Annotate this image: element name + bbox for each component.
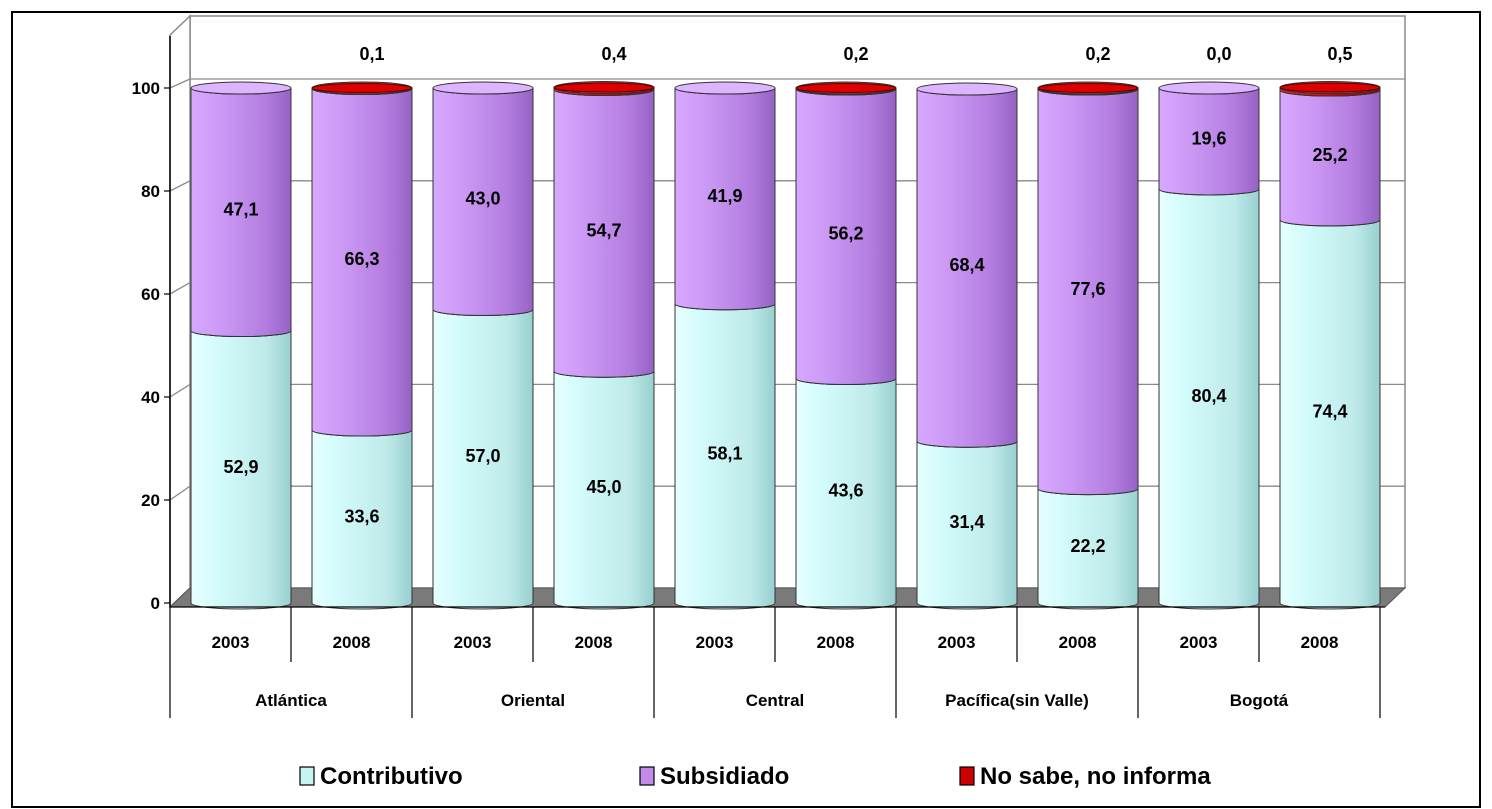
gridline-side <box>169 383 191 398</box>
y-tick-label: 100 <box>132 79 160 98</box>
data-label: 56,2 <box>828 224 863 244</box>
data-label: 74,4 <box>1312 401 1347 421</box>
data-label: 77,6 <box>1070 279 1105 299</box>
gridline-side <box>169 485 191 501</box>
legend-swatch <box>639 766 655 786</box>
bar-stack: 57,0 43,0 <box>432 81 534 610</box>
legend-label: Subsidiado <box>660 763 789 790</box>
bar-top-cap <box>1158 81 1260 95</box>
data-label: 25,2 <box>1312 145 1347 165</box>
gridline-side <box>169 180 191 192</box>
x-tick-label-year: 2003 <box>938 633 976 652</box>
data-label: 43,6 <box>828 481 863 501</box>
y-tick-label: 60 <box>141 285 160 304</box>
x-tick-label-year: 2008 <box>1059 633 1097 652</box>
x-group-label: Bogotá <box>1230 691 1289 710</box>
x-tick-label-year: 2008 <box>817 633 855 652</box>
bar-top-cap <box>916 82 1018 96</box>
data-label: 0,1 <box>359 44 384 64</box>
x-group-label: Oriental <box>501 691 565 710</box>
x-group-label: Atlántica <box>255 691 327 710</box>
bar-stack: 45,0 54,7 0,4 <box>553 44 655 610</box>
data-label: 31,4 <box>949 512 984 532</box>
bar-segment-no-sabe <box>1279 82 1381 93</box>
y-tick-label: 80 <box>141 182 160 201</box>
x-group-label: Pacífica(sin Valle) <box>945 691 1089 710</box>
data-label: 0,0 <box>1206 44 1231 64</box>
bar-stack: 22,2 77,6 0,2 <box>1037 44 1139 610</box>
bar-stack: 52,9 47,1 <box>190 81 292 610</box>
data-label: 0,5 <box>1327 44 1352 64</box>
x-tick-label-year: 2008 <box>1301 633 1339 652</box>
data-label: 19,6 <box>1191 128 1226 148</box>
bar-top-cap <box>432 81 534 95</box>
bar-stack: 74,4 25,2 0,5 <box>1279 44 1381 610</box>
gridline-side <box>169 282 191 295</box>
data-label: 66,3 <box>344 249 379 269</box>
x-tick-label-year: 2003 <box>1180 633 1218 652</box>
bar-segment-no-sabe <box>1037 83 1139 93</box>
y-tick-label: 20 <box>141 491 160 510</box>
legend-swatch <box>299 766 315 786</box>
legend-item: No sabe, no informa <box>959 763 1211 790</box>
data-label: 45,0 <box>586 477 621 497</box>
bar-stack: 43,6 56,2 0,2 <box>795 44 897 610</box>
side-wall <box>169 14 191 609</box>
bar-top-cap <box>190 81 292 95</box>
bar-segment-no-sabe <box>795 83 897 93</box>
data-label: 0,4 <box>601 44 626 64</box>
data-label: 80,4 <box>1191 386 1226 406</box>
x-group-label: Central <box>746 691 805 710</box>
data-label: 54,7 <box>586 220 621 240</box>
x-tick-label-year: 2008 <box>333 633 371 652</box>
legend-item: Subsidiado <box>639 763 789 790</box>
data-label: 0,2 <box>843 44 868 64</box>
legend-swatch <box>959 766 975 786</box>
legend: Contributivo Subsidiado No sabe, no inform… <box>299 763 1211 790</box>
x-tick-label-year: 2003 <box>454 633 492 652</box>
x-axis: 2003 2008 Atlántica 2003 2008 Oriental 2003 200… <box>169 606 1385 718</box>
bar-segment-no-sabe <box>311 83 413 93</box>
y-tick-label: 0 <box>151 594 160 613</box>
data-label: 0,2 <box>1085 44 1110 64</box>
data-label: 57,0 <box>465 446 500 466</box>
bars: 52,9 47,1 33,6 66,3 0,1 57,0 43,0 45,0 54,7 0,4 58… <box>190 44 1381 610</box>
data-label: 33,6 <box>344 506 379 526</box>
y-tick-label: 40 <box>141 388 160 407</box>
legend-label: No sabe, no informa <box>980 763 1211 790</box>
data-label: 41,9 <box>707 186 742 206</box>
x-tick-label-year: 2008 <box>575 633 613 652</box>
gridline-side <box>169 78 191 89</box>
bar-segment-no-sabe <box>553 82 655 93</box>
x-tick-label-year: 2003 <box>212 633 250 652</box>
bar-stack: 80,4 19,6 0,0 <box>1158 44 1260 610</box>
data-label: 22,2 <box>1070 536 1105 556</box>
data-label: 47,1 <box>223 199 258 219</box>
x-tick-label-year: 2003 <box>696 633 734 652</box>
bar-stack: 58,1 41,9 <box>674 81 776 610</box>
legend-item: Contributivo <box>299 763 463 790</box>
data-label: 52,9 <box>223 457 258 477</box>
legend-label: Contributivo <box>320 763 463 790</box>
data-label: 58,1 <box>707 443 742 463</box>
y-axis: 0 20 40 60 80 100 <box>132 36 171 613</box>
data-label: 43,0 <box>465 189 500 209</box>
bar-top-cap <box>674 81 776 95</box>
bar-stack: 33,6 66,3 0,1 <box>311 44 413 610</box>
data-label: 68,4 <box>949 255 984 275</box>
bar-stack: 31,4 68,4 <box>916 82 1018 610</box>
